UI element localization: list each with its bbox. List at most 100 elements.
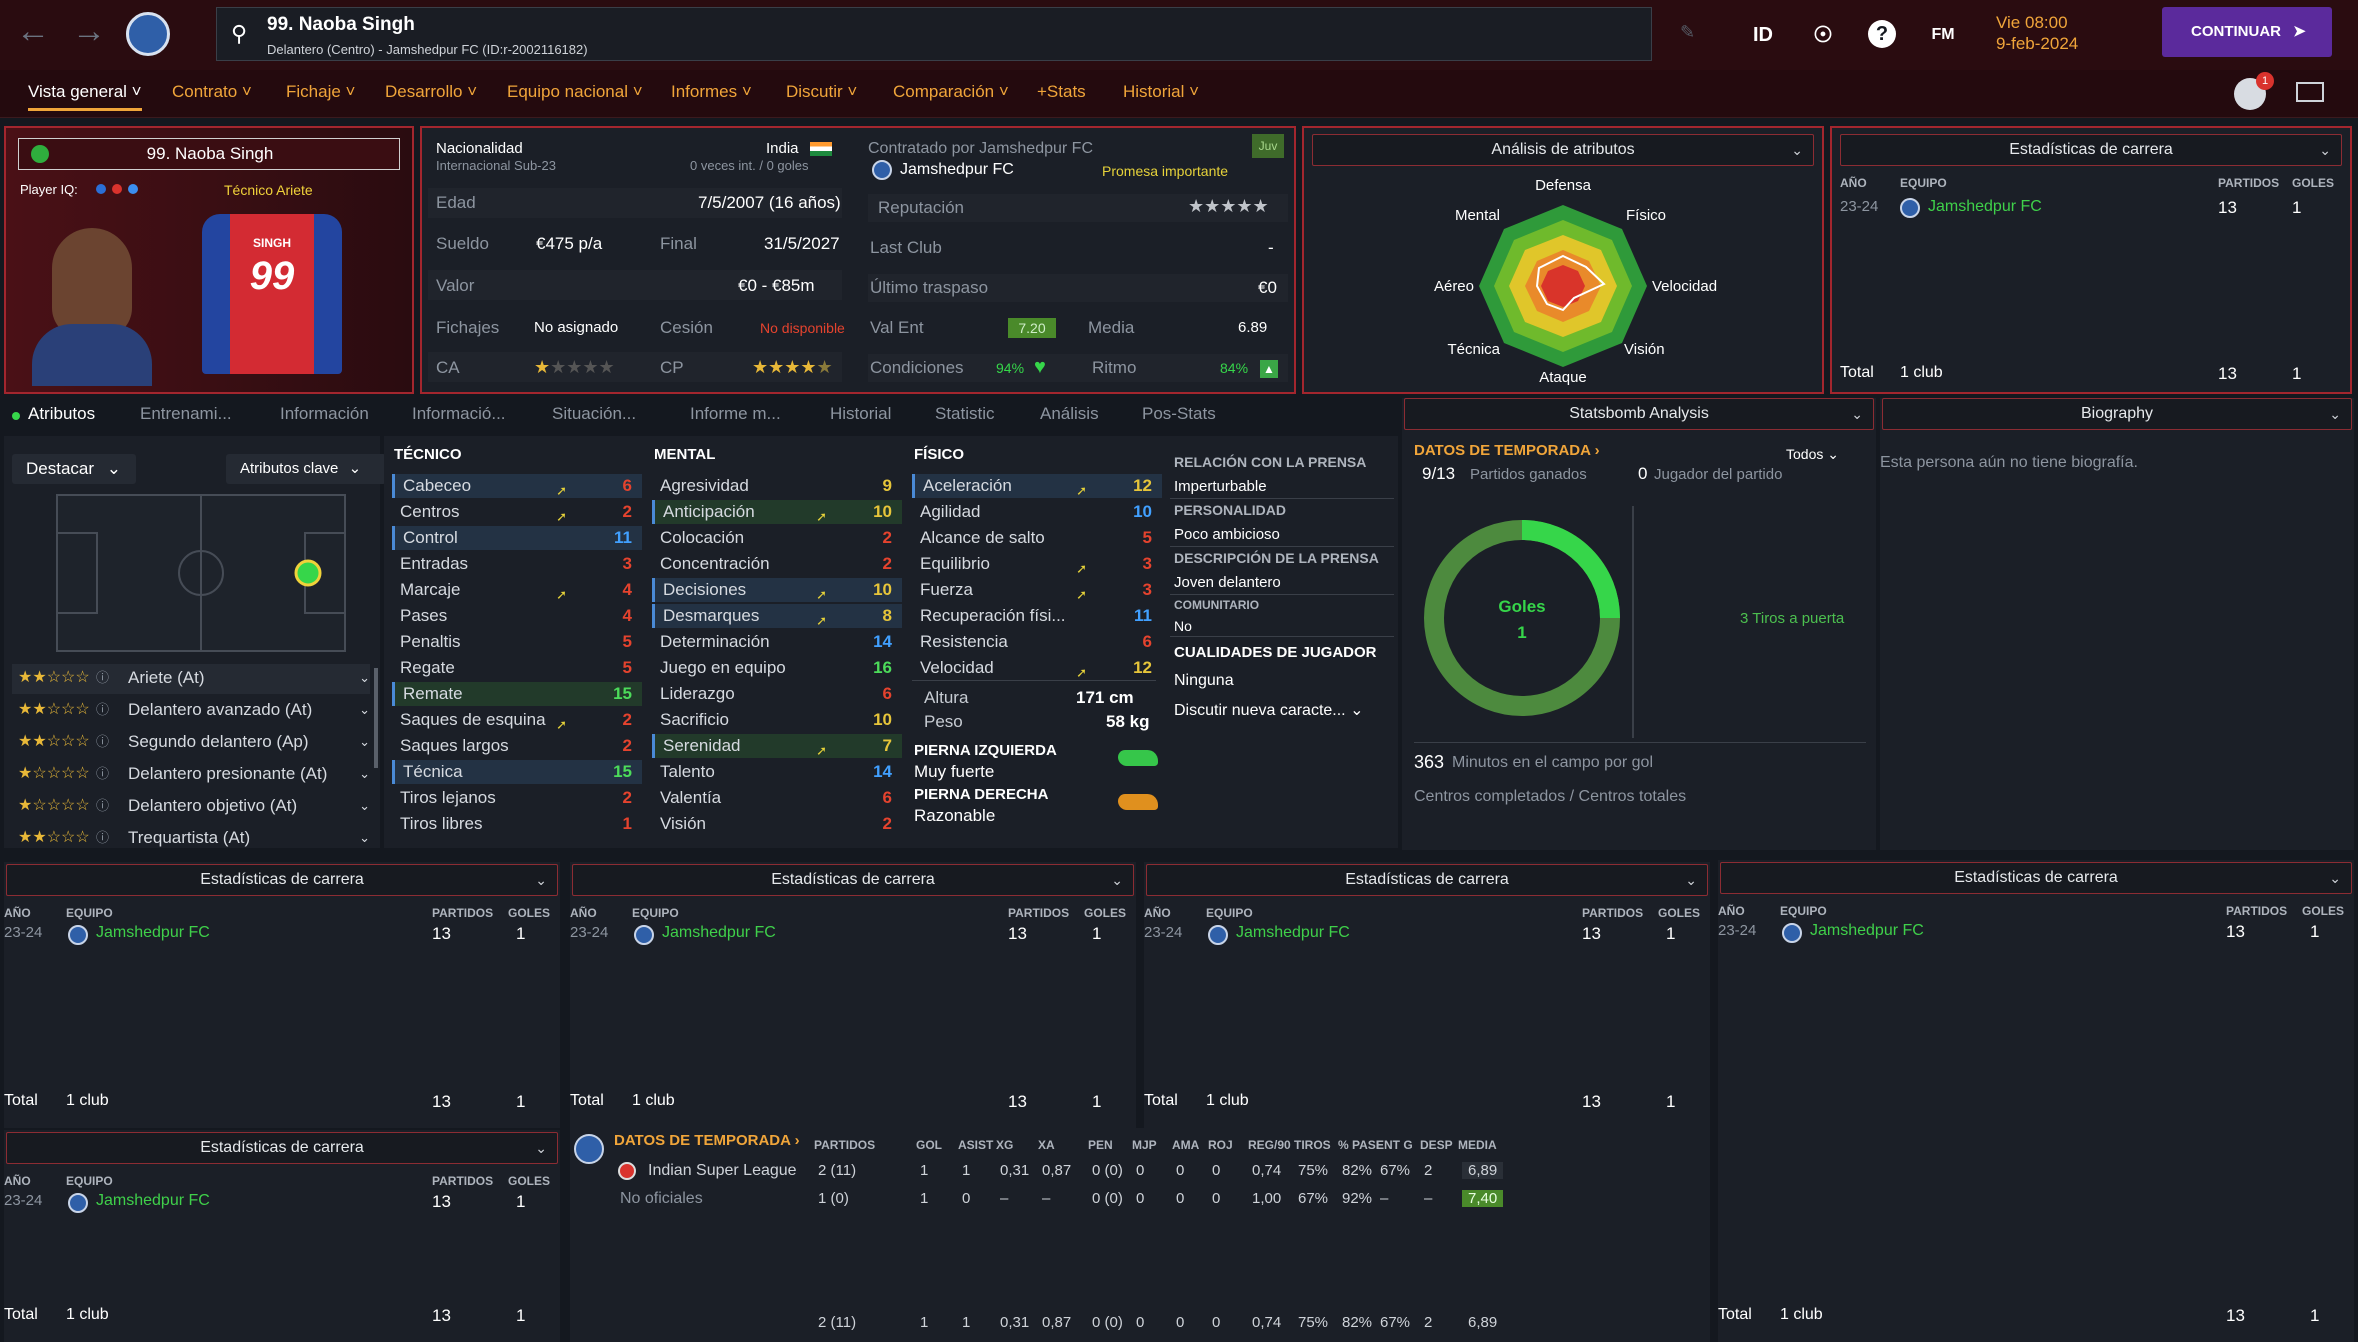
career-stats-header[interactable]: Estadísticas de carrera ⌄ xyxy=(6,864,558,896)
help-icon[interactable]: ? xyxy=(1868,20,1896,48)
continue-button[interactable]: CONTINUAR ➤ xyxy=(2162,7,2332,57)
attribute-row[interactable]: Serenidad ➚ 7 xyxy=(652,734,902,758)
attribute-row[interactable]: Resistencia 6 xyxy=(912,630,1162,654)
attribute-row[interactable]: Cabeceo ➚ 6 xyxy=(392,474,642,498)
nav-contrato[interactable]: Contrato ˅ xyxy=(172,82,252,101)
key-attrs-dropdown[interactable]: Atributos clave ⌄ xyxy=(226,454,386,484)
fm-logo[interactable]: FM xyxy=(1931,26,1955,43)
nav-equipo-nacional[interactable]: Equipo nacional ˅ xyxy=(507,82,643,101)
info-icon[interactable]: ⓘ xyxy=(96,766,110,781)
attribute-row[interactable]: Concentración 2 xyxy=(652,552,902,576)
attribute-row[interactable]: Fuerza ➚ 3 xyxy=(912,578,1162,602)
role-row[interactable]: ★★☆☆☆ ⓘ Ariete (At) ⌄ xyxy=(14,664,372,692)
role-row[interactable]: ★★☆☆☆ ⓘ Segundo delantero (Ap) ⌄ xyxy=(14,728,372,756)
attr-analysis-header[interactable]: Análisis de atributos ⌄ xyxy=(1312,134,1814,166)
chevron-down-icon[interactable]: ⌄ xyxy=(359,702,370,717)
season-table-title[interactable]: DATOS DE TEMPORADA › xyxy=(614,1132,800,1149)
forward-arrow-icon[interactable]: → xyxy=(72,12,106,50)
attribute-row[interactable]: Equilibrio ➚ 3 xyxy=(912,552,1162,576)
chevron-down-icon[interactable]: ⌄ xyxy=(359,766,370,781)
attribute-row[interactable]: Marcaje ➚ 4 xyxy=(392,578,642,602)
career-club-link[interactable]: Jamshedpur FC xyxy=(1236,924,1350,941)
tab-informacion[interactable]: Información xyxy=(280,404,369,423)
role-row[interactable]: ★★☆☆☆ ⓘ Trequartista (At) ⌄ xyxy=(14,824,372,852)
attribute-row[interactable]: Recuperación físi... 11 xyxy=(912,604,1162,628)
tab-informe[interactable]: Informe m... xyxy=(690,404,781,423)
attribute-row[interactable]: Anticipación ➚ 10 xyxy=(652,500,902,524)
nav-stats[interactable]: +Stats xyxy=(1037,82,1086,101)
attribute-row[interactable]: Técnica 15 xyxy=(392,760,642,784)
back-arrow-icon[interactable]: ← xyxy=(16,12,50,50)
id-button[interactable]: ID xyxy=(1753,24,1773,46)
globe-icon[interactable]: ☉ xyxy=(1813,22,1833,47)
attribute-row[interactable]: Sacrificio 10 xyxy=(652,708,902,732)
attribute-row[interactable]: Entradas 3 xyxy=(392,552,642,576)
tab-atributos[interactable]: Atributos xyxy=(28,404,96,423)
season-data-link[interactable]: DATOS DE TEMPORADA › xyxy=(1414,442,1600,459)
nav-vista-general[interactable]: Vista general ˅ xyxy=(28,82,142,111)
chevron-down-icon[interactable]: ⌄ xyxy=(359,798,370,813)
attribute-row[interactable]: Aceleración ➚ 12 xyxy=(912,474,1162,498)
career-club-link[interactable]: Jamshedpur FC xyxy=(662,924,776,941)
career-club-link[interactable]: Jamshedpur FC xyxy=(1810,922,1924,939)
attribute-row[interactable]: Saques largos 2 xyxy=(392,734,642,758)
tab-statistic[interactable]: Statistic xyxy=(935,404,995,423)
career-stats-header[interactable]: Estadísticas de carrera ⌄ xyxy=(572,864,1134,896)
attribute-row[interactable]: Desmarques ➚ 8 xyxy=(652,604,902,628)
career-stats-header[interactable]: Estadísticas de carrera ⌄ xyxy=(6,1132,558,1164)
attribute-row[interactable]: Visión 2 xyxy=(652,812,902,836)
career-stats-header[interactable]: Estadísticas de carrera ⌄ xyxy=(1720,862,2352,894)
attribute-row[interactable]: Alcance de salto 5 xyxy=(912,526,1162,550)
attribute-row[interactable]: Velocidad ➚ 12 xyxy=(912,656,1162,680)
attribute-row[interactable]: Remate 15 xyxy=(392,682,642,706)
highlight-dropdown[interactable]: Destacar ⌄ xyxy=(12,454,136,484)
tab-informacion-2[interactable]: Informació... xyxy=(412,404,506,423)
career-club-link[interactable]: Jamshedpur FC xyxy=(1928,198,2042,215)
attribute-row[interactable]: Control 11 xyxy=(392,526,642,550)
info-icon[interactable]: ⓘ xyxy=(96,798,110,813)
career-club-link[interactable]: Jamshedpur FC xyxy=(96,1192,210,1209)
attribute-row[interactable]: Decisiones ➚ 10 xyxy=(652,578,902,602)
role-row[interactable]: ★☆☆☆☆ ⓘ Delantero objetivo (At) ⌄ xyxy=(14,792,372,820)
attribute-row[interactable]: Centros ➚ 2 xyxy=(392,500,642,524)
attribute-row[interactable]: Talento 14 xyxy=(652,760,902,784)
info-icon[interactable]: ⓘ xyxy=(96,702,110,717)
role-row[interactable]: ★★☆☆☆ ⓘ Delantero avanzado (At) ⌄ xyxy=(14,696,372,724)
attribute-row[interactable]: Determinación 14 xyxy=(652,630,902,654)
attribute-row[interactable]: Penaltis 5 xyxy=(392,630,642,654)
attribute-row[interactable]: Saques de esquina ➚ 2 xyxy=(392,708,642,732)
tab-entrenamiento[interactable]: Entrenami... xyxy=(140,404,232,423)
nav-historial[interactable]: Historial ˅ xyxy=(1123,82,1200,101)
tab-situacion[interactable]: Situación... xyxy=(552,404,637,423)
biography-header[interactable]: Biography ⌄ xyxy=(1882,398,2352,430)
attribute-row[interactable]: Agresividad 9 xyxy=(652,474,902,498)
chevron-down-icon[interactable]: ⌄ xyxy=(359,830,370,845)
attribute-row[interactable]: Pases 4 xyxy=(392,604,642,628)
roles-scrollbar[interactable] xyxy=(374,668,378,768)
nav-fichaje[interactable]: Fichaje ˅ xyxy=(286,82,356,101)
attribute-row[interactable]: Colocación 2 xyxy=(652,526,902,550)
nav-discutir[interactable]: Discutir ˅ xyxy=(786,82,858,101)
filter-dropdown[interactable]: Todos ⌄ xyxy=(1786,446,1839,462)
career-club-link[interactable]: Jamshedpur FC xyxy=(96,924,210,941)
statsbomb-header[interactable]: Statsbomb Analysis ⌄ xyxy=(1404,398,1874,430)
attribute-row[interactable]: Regate 5 xyxy=(392,656,642,680)
attribute-row[interactable]: Tiros libres 1 xyxy=(392,812,642,836)
attribute-row[interactable]: Valentía 6 xyxy=(652,786,902,810)
league-name[interactable]: Indian Super League xyxy=(648,1162,797,1179)
discuss-traits-link[interactable]: Discutir nueva caracte... ⌄ xyxy=(1174,702,1364,719)
screen-icon[interactable] xyxy=(2296,82,2324,102)
info-icon[interactable]: ⓘ xyxy=(96,830,110,845)
chevron-down-icon[interactable]: ⌄ xyxy=(359,734,370,749)
search-box[interactable]: ⚲ 99. Naoba Singh Delantero (Centro) - J… xyxy=(216,7,1652,61)
tab-historial[interactable]: Historial xyxy=(830,404,892,423)
career-stats-header[interactable]: Estadísticas de carrera ⌄ xyxy=(1146,864,1708,896)
info-icon[interactable]: ⓘ xyxy=(96,670,110,685)
tab-pos-stats[interactable]: Pos-Stats xyxy=(1142,404,1216,423)
nav-desarrollo[interactable]: Desarrollo ˅ xyxy=(385,82,478,101)
attribute-row[interactable]: Agilidad 10 xyxy=(912,500,1162,524)
chevron-down-icon[interactable]: ⌄ xyxy=(359,670,370,685)
club-badge-icon[interactable] xyxy=(126,12,170,56)
info-icon[interactable]: ⓘ xyxy=(96,734,110,749)
nav-informes[interactable]: Informes ˅ xyxy=(671,82,752,101)
